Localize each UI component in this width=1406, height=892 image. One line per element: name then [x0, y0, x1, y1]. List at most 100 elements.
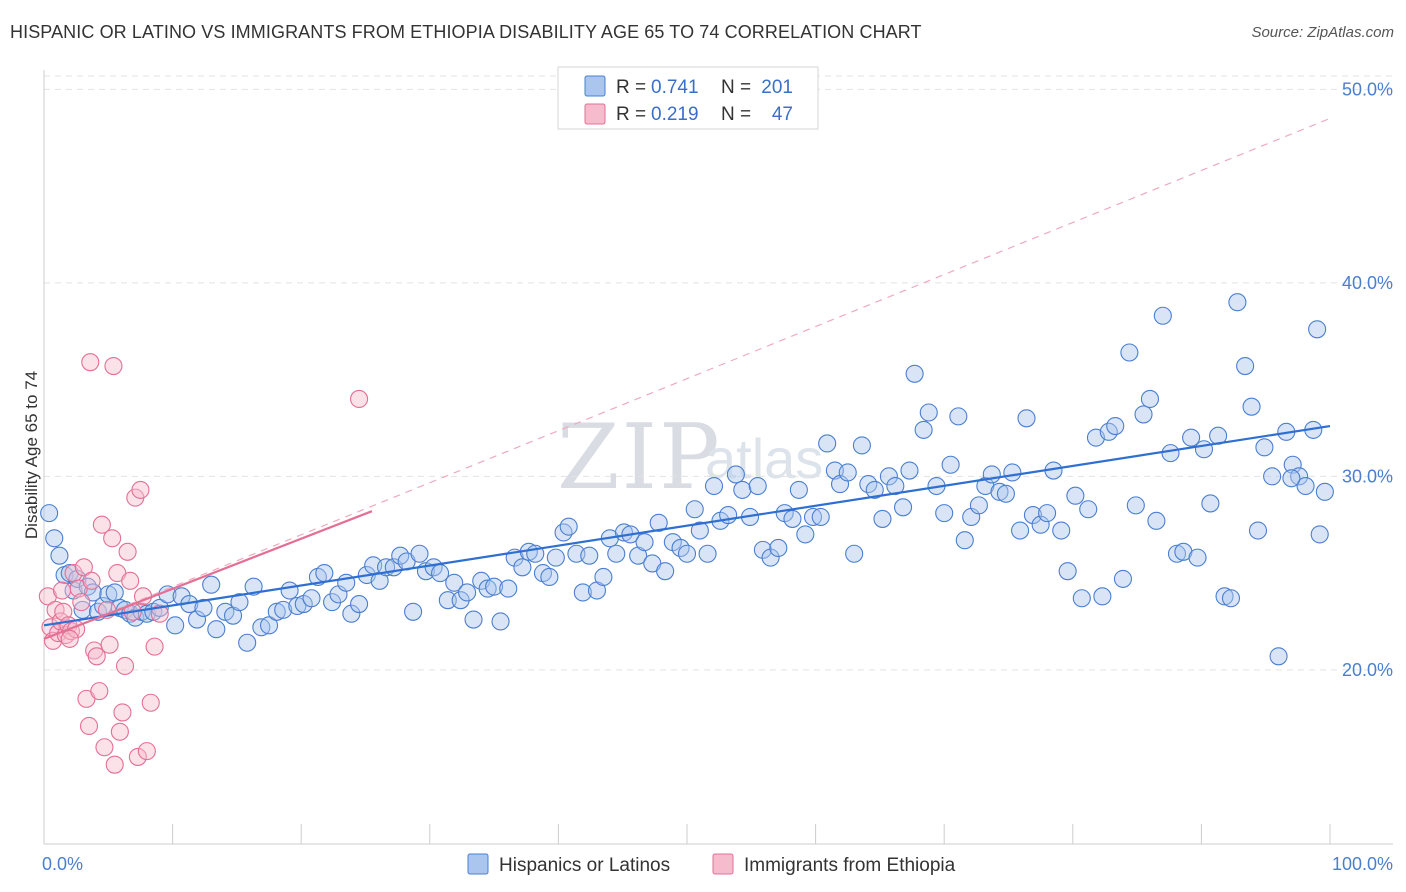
point-hispanic-34	[244, 577, 263, 596]
point-hispanic-121	[845, 544, 864, 563]
point-hispanic-172	[1194, 440, 1214, 459]
point-hispanic-190	[1315, 482, 1334, 501]
y-tick-label-40: 40.0%	[1342, 273, 1393, 293]
point-ethiopia-3	[46, 600, 65, 619]
point-hispanic-78	[546, 548, 565, 567]
point-hispanic-145	[1011, 521, 1030, 540]
point-hispanic-93	[649, 513, 668, 532]
point-hispanic-173	[1201, 494, 1220, 513]
point-hispanic-80	[559, 517, 578, 536]
trend-ethiopia	[43, 510, 373, 640]
point-hispanic-129	[900, 461, 919, 480]
point-ethiopia-31	[118, 542, 137, 561]
legend-n-value-2: 47	[772, 104, 793, 125]
point-ethiopia-20	[90, 682, 109, 701]
point-ethiopia-16	[79, 716, 99, 736]
x-tick-label-max: 100.0%	[1332, 854, 1393, 874]
point-ethiopia-41	[81, 353, 100, 372]
point-hispanic-1	[45, 529, 64, 548]
point-hispanic-116	[811, 507, 830, 527]
y-tick-label-20: 20.0%	[1342, 660, 1393, 680]
point-hispanic-134	[935, 504, 954, 523]
point-hispanic-62	[438, 591, 457, 610]
point-hispanic-101	[704, 476, 724, 496]
point-hispanic-113	[789, 480, 808, 499]
bottom-legend-label-blue: Hispanics or Latinos	[499, 855, 670, 876]
point-hispanic-70	[491, 612, 510, 631]
point-hispanic-132	[919, 403, 938, 422]
point-hispanic-58	[410, 544, 429, 563]
point-hispanic-109	[761, 548, 780, 567]
point-ethiopia-32	[121, 571, 140, 590]
point-hispanic-128	[893, 498, 913, 517]
point-ethiopia-36	[131, 480, 150, 499]
point-hispanic-9	[83, 583, 102, 602]
point-hispanic-153	[1066, 486, 1085, 505]
point-ethiopia-35	[128, 747, 147, 766]
point-hispanic-149	[1038, 504, 1057, 523]
point-hispanic-91	[635, 533, 654, 552]
point-ethiopia-25	[103, 529, 122, 548]
point-hispanic-147	[1023, 505, 1042, 525]
point-ethiopia-38	[137, 742, 156, 761]
point-hispanic-79	[554, 523, 573, 542]
point-ethiopia-45	[60, 629, 79, 648]
bottom-legend-swatch-blue	[467, 853, 489, 875]
point-hispanic-130	[905, 364, 924, 383]
point-hispanic-2	[50, 546, 69, 565]
point-ethiopia-26	[105, 755, 124, 774]
point-ethiopia-40	[145, 637, 164, 656]
point-hispanic-168	[1167, 544, 1187, 563]
point-hispanic-39	[280, 581, 299, 600]
point-hispanic-162	[1126, 496, 1145, 515]
legend-n-value-1: 201	[761, 77, 793, 98]
point-ethiopia-29	[113, 703, 132, 722]
point-hispanic-0	[40, 504, 59, 523]
point-hispanic-146	[1017, 409, 1036, 428]
point-hispanic-139	[969, 496, 988, 515]
point-hispanic-28	[202, 575, 221, 594]
point-hispanic-131	[914, 420, 933, 439]
point-ethiopia-46	[150, 604, 169, 623]
point-hispanic-178	[1236, 357, 1255, 376]
legend: R = 0.741 N = 201 R = 0.219 N = 47	[557, 66, 819, 130]
legend-swatch-blue	[584, 75, 606, 97]
watermark-atlas: atlas	[705, 427, 823, 490]
point-ethiopia-24	[100, 635, 119, 654]
point-hispanic-180	[1248, 521, 1268, 540]
gridlines	[44, 75, 1393, 671]
point-hispanic-32	[230, 593, 249, 612]
point-ethiopia-22	[95, 738, 114, 757]
point-hispanic-177	[1228, 293, 1247, 312]
trend-ethiopia-extended	[43, 117, 1331, 640]
point-hispanic-38	[274, 600, 293, 619]
bottom-legend-label-pink: Immigrants from Ethiopia	[744, 855, 956, 876]
point-ethiopia-14	[74, 558, 93, 577]
point-ethiopia-44	[52, 581, 72, 600]
point-hispanic-97	[677, 544, 697, 563]
watermark-zip: ZIP	[557, 405, 722, 510]
point-hispanic-105	[733, 480, 752, 499]
point-hispanic-48	[342, 604, 361, 623]
y-tick-label-30: 30.0%	[1342, 466, 1393, 486]
point-hispanic-163	[1134, 405, 1153, 424]
point-hispanic-68	[478, 579, 497, 598]
point-ethiopia-21	[92, 515, 111, 534]
point-hispanic-154	[1072, 589, 1091, 608]
point-hispanic-176	[1221, 589, 1241, 608]
legend-swatch-pink	[584, 103, 606, 125]
point-hispanic-73	[513, 558, 532, 577]
series-hispanics-points	[40, 293, 1334, 666]
point-hispanic-100	[698, 544, 717, 563]
y-tick-labels: 20.0% 30.0% 40.0% 50.0%	[1342, 79, 1393, 680]
point-hispanic-99	[690, 521, 709, 540]
point-hispanic-137	[955, 531, 974, 550]
point-hispanic-36	[259, 616, 279, 635]
legend-n-label-1: N =	[721, 77, 751, 98]
point-hispanic-117	[818, 434, 837, 453]
point-hispanic-104	[726, 465, 745, 484]
legend-r-label-1: R =	[616, 77, 646, 98]
point-hispanic-107	[748, 476, 767, 496]
legend-n-label-2: N =	[721, 104, 751, 125]
bottom-legend: Hispanics or Latinos Immigrants from Eth…	[467, 853, 956, 876]
